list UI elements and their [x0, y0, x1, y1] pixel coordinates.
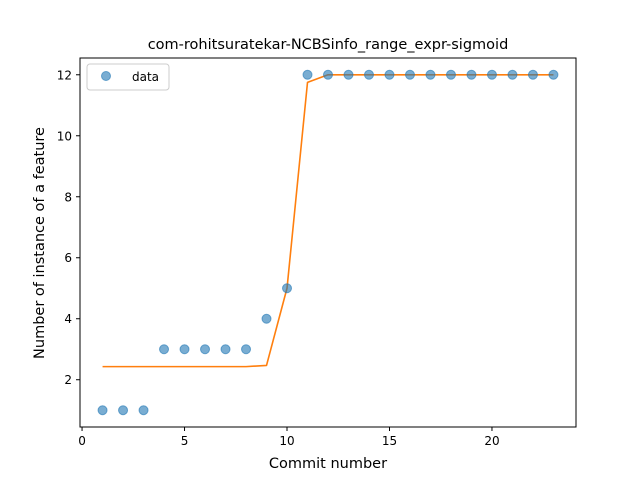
data-point: [404, 69, 415, 80]
y-tick-label: 8: [64, 190, 72, 204]
y-tick-label: 2: [64, 373, 72, 387]
data-point: [343, 69, 354, 80]
data-point: [466, 69, 477, 80]
data-point: [220, 344, 231, 355]
chart-title: com-rohitsuratekar-NCBSinfo_range_expr-s…: [148, 37, 509, 53]
data-point: [261, 313, 272, 324]
legend: data: [86, 63, 170, 91]
legend-label: data: [132, 70, 159, 84]
data-point: [548, 69, 559, 80]
data-point: [302, 69, 313, 80]
data-point: [241, 344, 252, 355]
x-tick-label: 10: [279, 434, 294, 448]
data-point: [445, 69, 456, 80]
data-point: [118, 405, 129, 416]
y-tick-label: 12: [57, 68, 72, 82]
data-point: [425, 69, 436, 80]
data-point: [384, 69, 395, 80]
y-axis-label: Number of instance of a feature: [32, 127, 48, 359]
x-axis-label: Commit number: [269, 456, 387, 472]
data-point: [97, 405, 108, 416]
data-point: [363, 69, 374, 80]
data-point: [200, 344, 211, 355]
legend-frame: [86, 63, 170, 91]
axes-frame: [79, 57, 577, 428]
y-tick-label: 10: [57, 129, 72, 143]
x-tick-label: 20: [484, 434, 499, 448]
data-point: [507, 69, 518, 80]
x-tick-label: 5: [181, 434, 189, 448]
plot-area: [97, 69, 559, 416]
x-tick-label: 0: [78, 434, 86, 448]
data-point: [159, 344, 170, 355]
data-point: [323, 69, 333, 80]
data-point: [486, 69, 497, 80]
legend-marker: [101, 71, 111, 81]
y-tick-label: 6: [64, 251, 72, 265]
data-point: [138, 405, 149, 416]
data-point: [179, 344, 190, 355]
y-tick-label: 4: [64, 312, 72, 326]
axes: 0 5 10 15 20 2 4 6 8 10 12: [57, 57, 577, 448]
data-point: [282, 283, 293, 294]
x-tick-label: 15: [382, 434, 397, 448]
data-point: [527, 69, 538, 80]
